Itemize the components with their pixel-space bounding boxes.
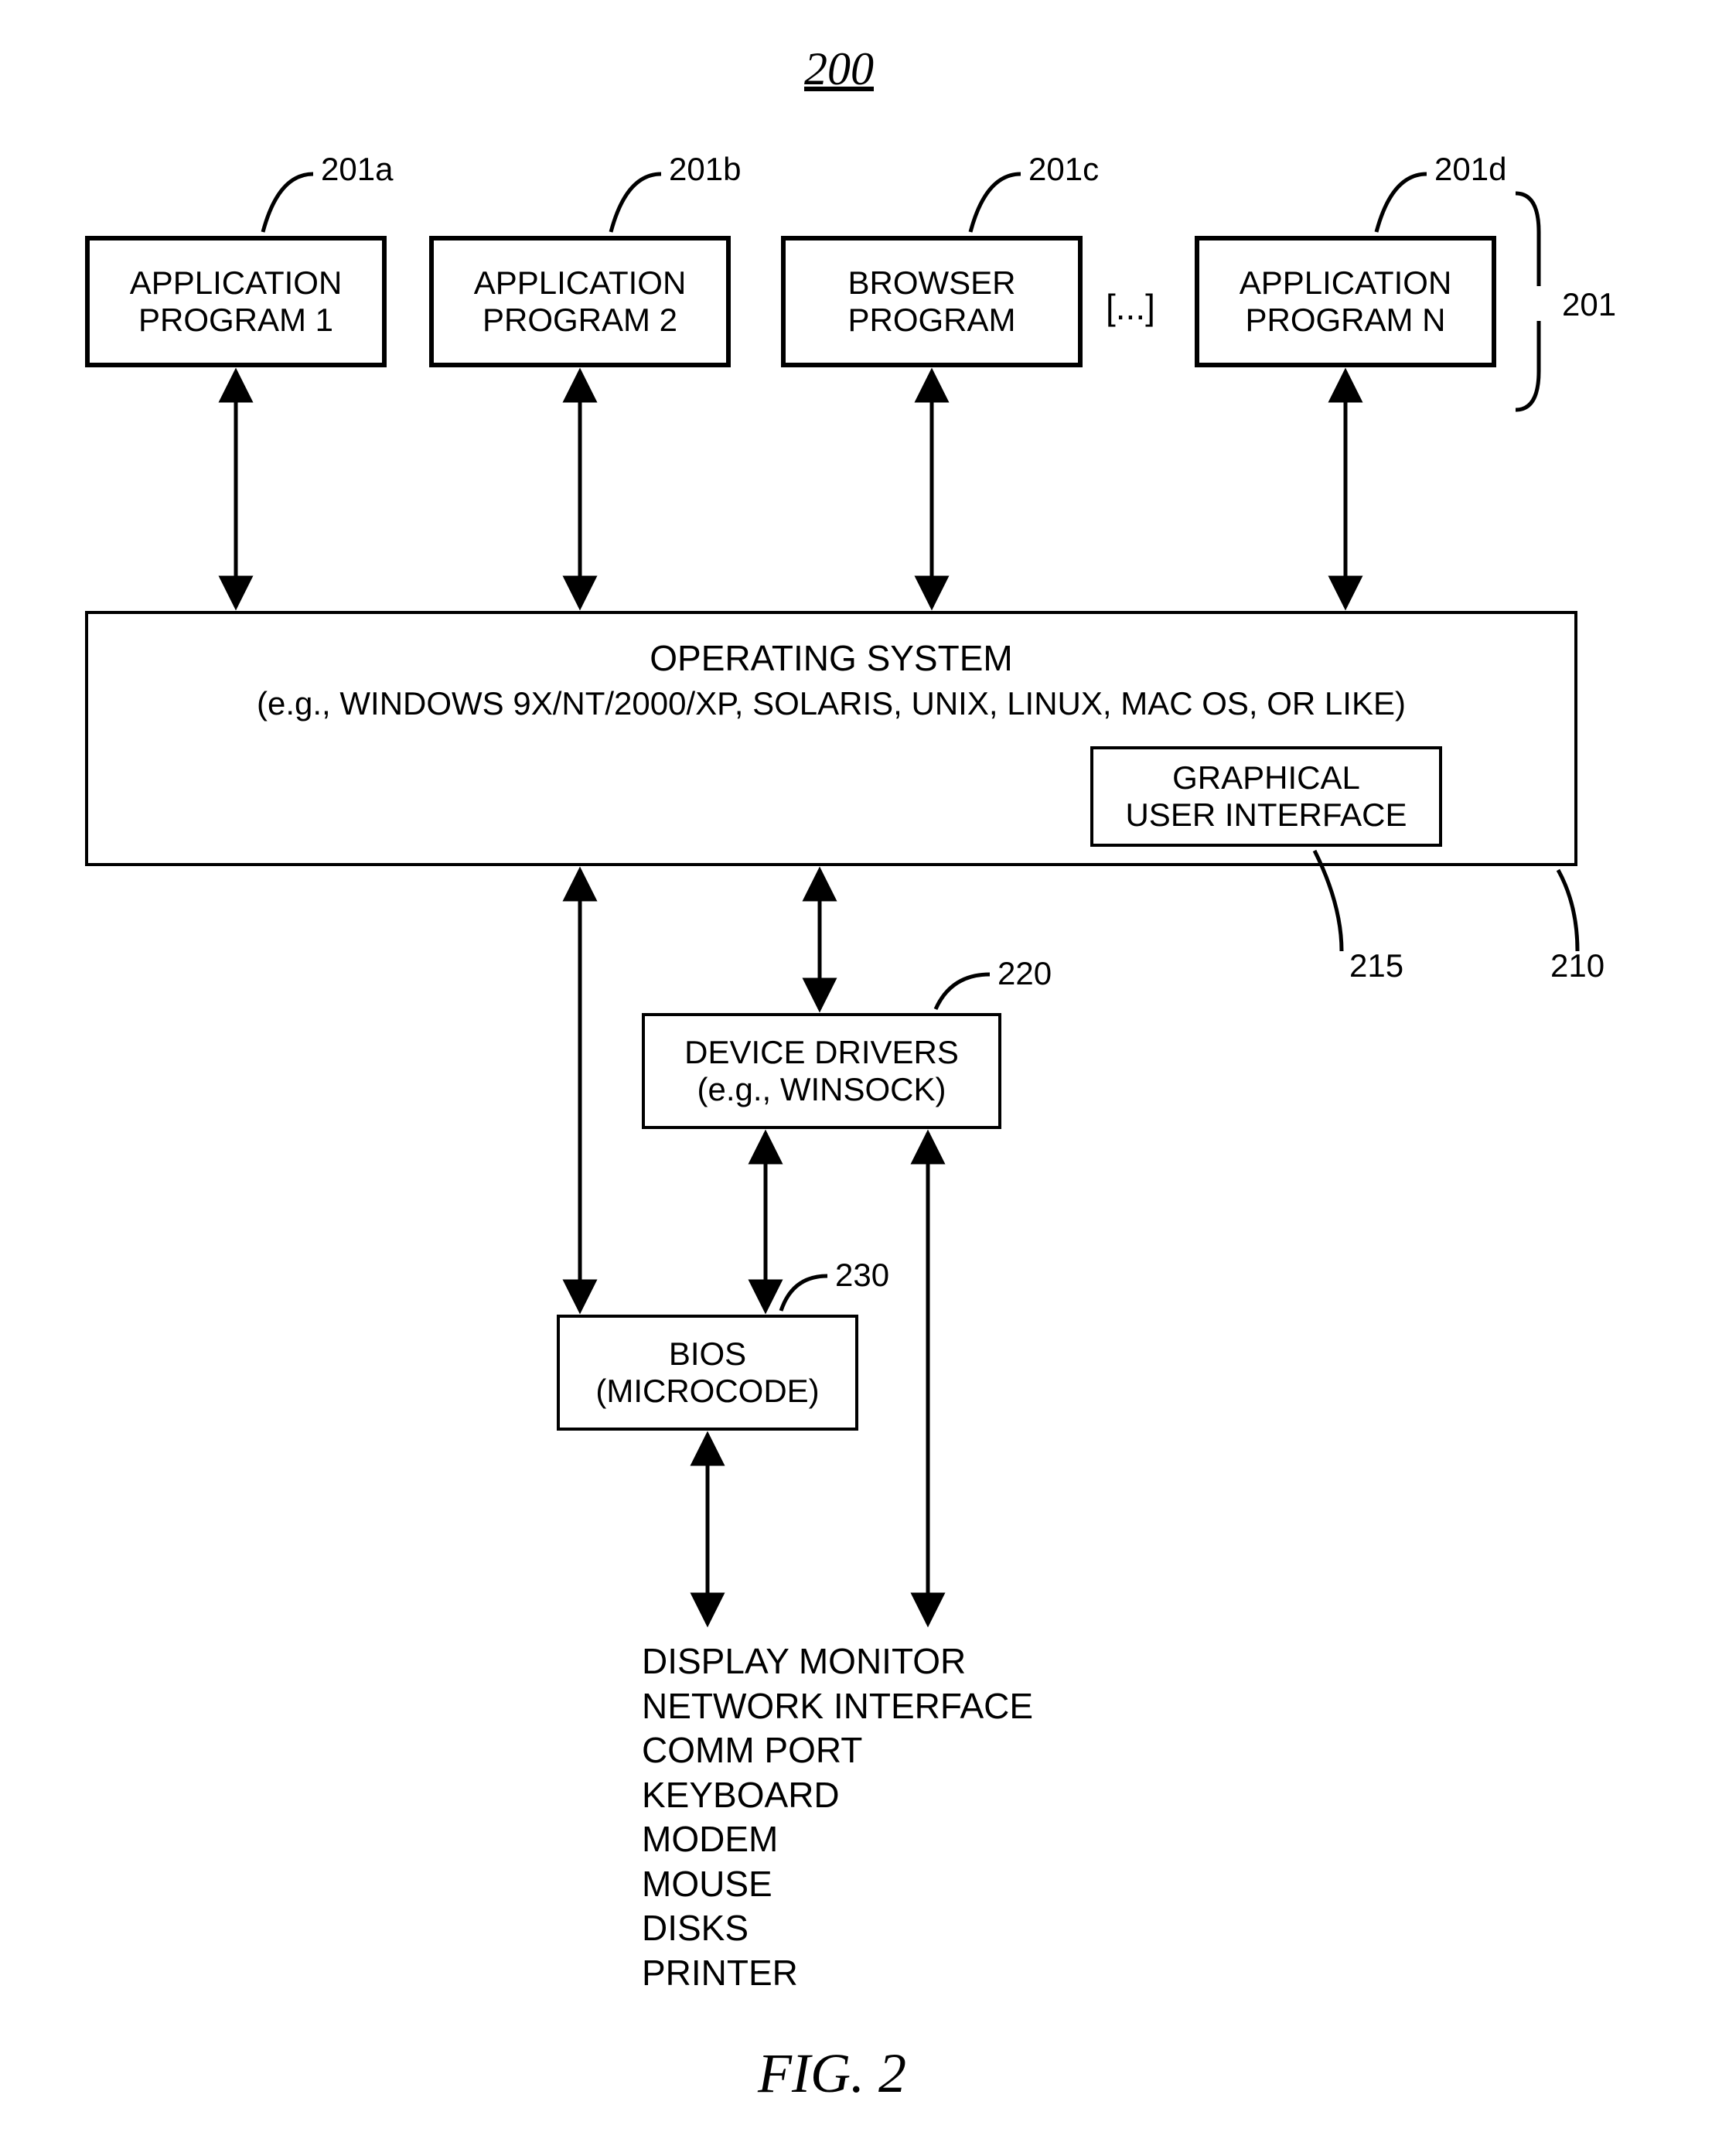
connectors-svg: [0, 0, 1729, 2156]
diagram-canvas: 200 APPLICATION PROGRAM 1 201a APPLICATI…: [0, 0, 1729, 2156]
